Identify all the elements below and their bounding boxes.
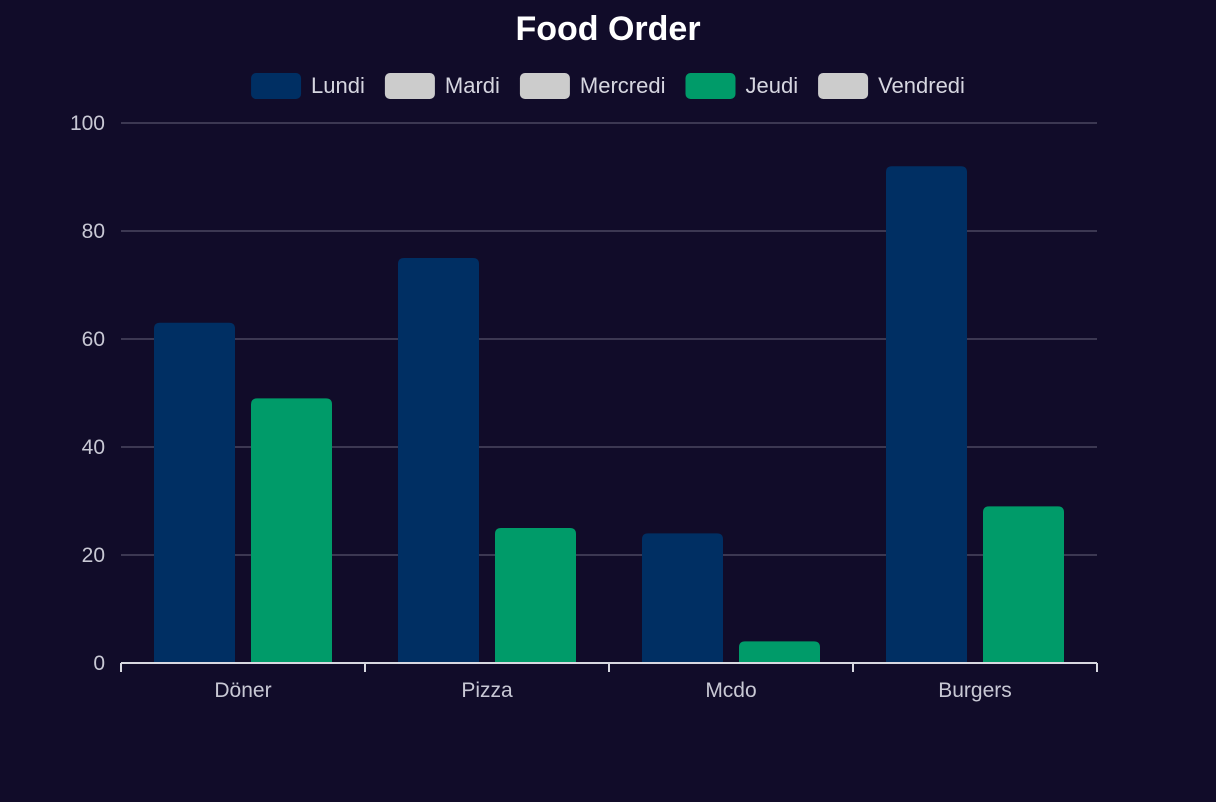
chart-title: Food Order bbox=[515, 10, 700, 48]
x-tick-label: Döner bbox=[214, 679, 271, 702]
bar-lundi-mcdo[interactable] bbox=[642, 533, 723, 663]
x-tick-label: Burgers bbox=[938, 679, 1012, 702]
legend-label: Vendredi bbox=[878, 73, 965, 98]
y-tick-label: 20 bbox=[82, 544, 105, 567]
legend-swatch bbox=[384, 73, 435, 99]
legend-item-mardi[interactable]: Mardi bbox=[384, 73, 500, 99]
bar-jeudi-döner[interactable] bbox=[251, 398, 332, 663]
bar-jeudi-burgers[interactable] bbox=[983, 506, 1064, 663]
x-axis: Döner Pizza Mcdo Burgers bbox=[120, 662, 1098, 702]
legend-item-lundi[interactable]: Lundi bbox=[251, 73, 365, 99]
legend-label: Mercredi bbox=[580, 73, 666, 98]
legend: Lundi Mardi Mercredi Jeudi Vendredi bbox=[251, 73, 965, 99]
y-axis: 0 20 40 60 80 100 bbox=[70, 112, 105, 675]
y-tick-label: 100 bbox=[70, 112, 105, 135]
y-tick-label: 40 bbox=[82, 436, 105, 459]
bar-jeudi-pizza[interactable] bbox=[495, 528, 576, 663]
legend-item-mercredi[interactable]: Mercredi bbox=[519, 73, 666, 99]
x-tick-label: Pizza bbox=[461, 679, 513, 702]
bar-lundi-pizza[interactable] bbox=[398, 258, 479, 663]
bar-lundi-burgers[interactable] bbox=[886, 166, 967, 663]
legend-item-jeudi[interactable]: Jeudi bbox=[685, 73, 798, 99]
y-tick-label: 0 bbox=[93, 652, 105, 675]
legend-label: Mardi bbox=[445, 73, 500, 98]
legend-swatch bbox=[519, 73, 570, 99]
bars bbox=[154, 166, 1064, 663]
x-tick-label: Mcdo bbox=[705, 679, 756, 702]
legend-swatch bbox=[818, 73, 869, 99]
legend-label: Lundi bbox=[311, 73, 365, 98]
bar-lundi-döner[interactable] bbox=[154, 322, 235, 663]
bar-jeudi-mcdo[interactable] bbox=[739, 641, 820, 663]
legend-label: Jeudi bbox=[745, 73, 798, 98]
y-tick-label: 80 bbox=[82, 220, 105, 243]
y-tick-label: 60 bbox=[82, 328, 105, 351]
legend-swatch bbox=[685, 73, 736, 99]
legend-item-vendredi[interactable]: Vendredi bbox=[818, 73, 965, 99]
legend-swatch bbox=[251, 73, 302, 99]
